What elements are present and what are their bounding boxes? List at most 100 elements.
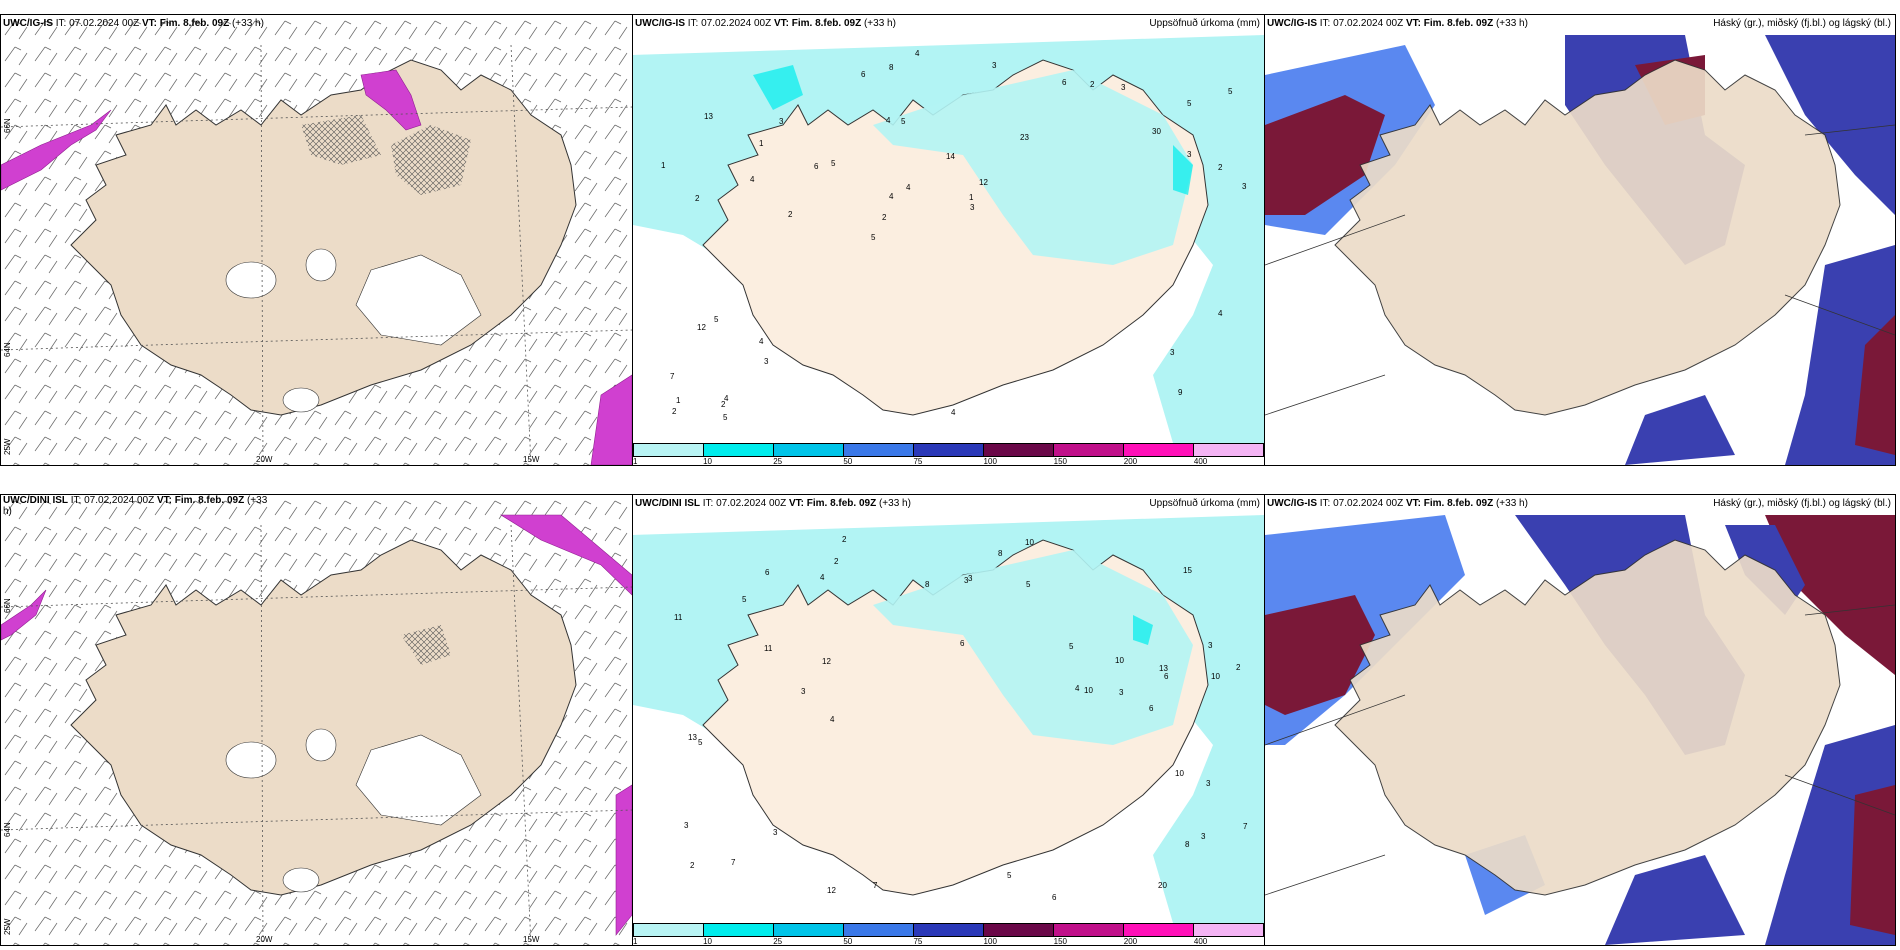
precip-value: 13 (704, 112, 713, 121)
colorbar-swatch (704, 444, 774, 456)
precip-value: 7 (1243, 822, 1248, 831)
precip-value: 7 (873, 881, 878, 890)
panel-variable-label: Háský (gr.), miðský (fj.bl.) og lágský (… (1713, 18, 1891, 29)
precip-value: 3 (992, 61, 997, 70)
precip-value: 4 (820, 573, 825, 582)
colorbar-label: 50 (843, 937, 853, 946)
colorbar-swatch (984, 444, 1054, 456)
colorbar-label: 1 (633, 457, 638, 466)
precip-value: 3 (1187, 150, 1192, 159)
precip-value: 3 (773, 828, 778, 837)
colorbar-swatch (914, 924, 984, 936)
precip-value: 11 (674, 613, 683, 622)
map-panel-precip-bottom: UWC/DINI ISL IT: 07.02.2024 00Z VT: Fim.… (632, 494, 1265, 946)
precip-value: 10 (1115, 656, 1124, 665)
precip-value: 3 (1201, 832, 1206, 841)
colorbar-swatch (1194, 924, 1263, 936)
colorbar-swatch (1124, 924, 1194, 936)
precip-value: 4 (1075, 684, 1080, 693)
colorbar-label: 150 (1053, 457, 1068, 466)
precip-value: 3 (964, 576, 969, 585)
precip-value: 6 (1052, 893, 1057, 902)
precip-value: 6 (765, 568, 770, 577)
precip-value: 2 (1236, 663, 1241, 672)
map-panel-clouds-bottom: UWC/IG-IS IT: 07.02.2024 00Z VT: Fim. 8.… (1264, 494, 1896, 946)
lon-label-15w: 15W (523, 455, 540, 464)
precip-value: 8 (1185, 840, 1190, 849)
colorbar-swatch (844, 444, 914, 456)
precip-value: 5 (742, 595, 747, 604)
colorbar-swatch (1194, 444, 1263, 456)
colorbar: 1 10 25 50 75 100 150 200 400 (633, 923, 1264, 945)
precip-value: 2 (695, 194, 700, 203)
precip-value: 5 (1069, 642, 1074, 651)
precip-value: 2 (834, 557, 839, 566)
colorbar-label: 75 (913, 937, 923, 946)
colorbar-swatch (1124, 444, 1194, 456)
panel-variable-label: Uppsöfnuð úrkoma (mm) (1149, 18, 1260, 29)
precip-value: 20 (1158, 881, 1167, 890)
colorbar-swatch (984, 924, 1054, 936)
precip-value: 4 (915, 49, 920, 58)
precip-value: 2 (1090, 80, 1095, 89)
panel-title: UWC/IG-IS IT: 07.02.2024 00Z VT: Fim. 8.… (635, 18, 896, 29)
panel-title: UWC/IG-IS IT: 07.02.2024 00Z VT: Fim. 8.… (3, 18, 264, 29)
precip-map: 3362213151110116735846135548557121010820… (633, 515, 1264, 923)
lat-label-66n: 66N (3, 118, 12, 133)
precip-value: 8 (925, 580, 930, 589)
colorbar: 1 10 25 50 75 100 150 200 400 (633, 443, 1264, 465)
iceland-land (1334, 59, 1841, 416)
precip-value: 2 (1218, 163, 1223, 172)
precip-value: 6 (960, 639, 965, 648)
colorbar-swatch (844, 924, 914, 936)
precip-value: 7 (731, 858, 736, 867)
precip-value: 5 (1007, 871, 1012, 880)
colorbar-swatch (634, 444, 704, 456)
precip-value: 8 (998, 549, 1003, 558)
colorbar-label: 75 (913, 457, 923, 466)
precip-value: 15 (1183, 566, 1192, 575)
precip-value: 4 (906, 183, 911, 192)
precip-value: 11 (764, 644, 773, 653)
precip-map: 9255234414557351213833243634642113123054… (633, 35, 1264, 443)
precip-value: 4 (750, 175, 755, 184)
precip-value: 5 (1228, 87, 1233, 96)
precip-value: 3 (1119, 688, 1124, 697)
precip-value: 5 (1026, 580, 1031, 589)
precip-value: 13 (688, 733, 697, 742)
precip-value: 30 (1152, 127, 1161, 136)
precip-value: 8 (889, 63, 894, 72)
colorbar-label: 150 (1053, 937, 1068, 946)
precip-value: 4 (759, 337, 764, 346)
precip-value: 3 (684, 821, 689, 830)
colorbar-label: 100 (983, 457, 997, 466)
cloud-map (1265, 515, 1895, 945)
wind-map (1, 15, 632, 465)
colorbar-label: 200 (1123, 457, 1138, 466)
precip-value: 5 (901, 117, 906, 126)
precip-value: 5 (714, 315, 719, 324)
map-panel-clouds-top: UWC/IG-IS IT: 07.02.2024 00Z VT: Fim. 8.… (1264, 14, 1896, 466)
precip-value: 12 (697, 323, 706, 332)
colorbar-label: 10 (703, 937, 713, 946)
wind-map (1, 495, 632, 945)
precip-value: 10 (1211, 672, 1220, 681)
precip-values: 3362213151110116735846135548557121010820… (674, 535, 1248, 902)
precip-value: 5 (871, 233, 876, 242)
lon-label-25w: 25W (3, 438, 12, 455)
colorbar-swatch (774, 444, 844, 456)
precip-value: 6 (1149, 704, 1154, 713)
precip-value: 3 (970, 203, 975, 212)
panel-title: UWC/DINI ISL IT: 07.02.2024 00Z VT: Fim.… (635, 498, 911, 509)
precip-value: 10 (1175, 769, 1184, 778)
precip-value: 2 (690, 861, 695, 870)
lon-label-20w: 20W (256, 935, 273, 944)
colorbar-label: 10 (703, 457, 713, 466)
panel-variable-label: Háský (gr.), miðský (fj.bl.) og lágský (… (1713, 498, 1891, 509)
precip-value: 3 (1206, 779, 1211, 788)
colorbar-swatch (634, 924, 704, 936)
precip-value: 9 (1178, 388, 1183, 397)
panel-title: UWC/IG-IS IT: 07.02.2024 00Z VT: Fim. 8.… (1267, 498, 1528, 509)
precip-value: 23 (1020, 133, 1029, 142)
precip-value: 10 (1025, 538, 1034, 547)
